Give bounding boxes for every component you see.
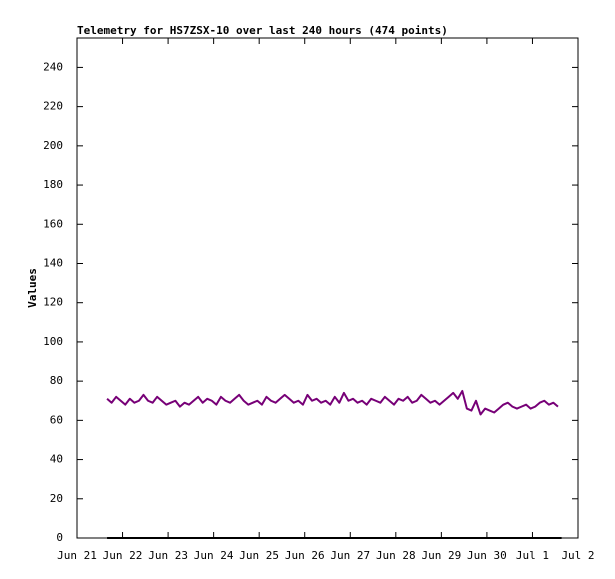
y-tick-label: 120 bbox=[43, 296, 63, 309]
x-tick-label: Jun 22 bbox=[103, 549, 143, 562]
data-line bbox=[106, 389, 559, 416]
x-tick-label: Jun 29 bbox=[421, 549, 461, 562]
x-tick-label: Jun 21 bbox=[57, 549, 97, 562]
y-tick-label: 20 bbox=[50, 492, 63, 505]
y-tick-label: 240 bbox=[43, 60, 63, 73]
x-tick-label: Jun 25 bbox=[239, 549, 279, 562]
y-tick-label: 180 bbox=[43, 178, 63, 191]
x-tick-label: Jul 1 bbox=[516, 549, 549, 562]
x-tick-label: Jun 24 bbox=[194, 549, 234, 562]
y-axis-label: Values bbox=[26, 268, 39, 308]
y-tick-label: 100 bbox=[43, 335, 63, 348]
y-tick-label: 60 bbox=[50, 413, 63, 426]
x-tick-label: Jul 2 bbox=[561, 549, 594, 562]
y-tick-label: 160 bbox=[43, 217, 63, 230]
x-tick-label: Jun 28 bbox=[376, 549, 416, 562]
x-tick-label: Jun 30 bbox=[467, 549, 507, 562]
y-tick-label: 220 bbox=[43, 100, 63, 113]
x-tick-label: Jun 27 bbox=[330, 549, 370, 562]
x-tick-label: Jun 26 bbox=[285, 549, 325, 562]
y-tick-label: 40 bbox=[50, 453, 63, 466]
y-tick-label: 0 bbox=[56, 531, 63, 544]
y-tick-label: 80 bbox=[50, 374, 63, 387]
x-tick-label: Jun 23 bbox=[148, 549, 188, 562]
chart-title: Telemetry for HS7ZSX-10 over last 240 ho… bbox=[77, 24, 448, 37]
y-tick-label: 200 bbox=[43, 139, 63, 152]
y-tick-label: 140 bbox=[43, 256, 63, 269]
